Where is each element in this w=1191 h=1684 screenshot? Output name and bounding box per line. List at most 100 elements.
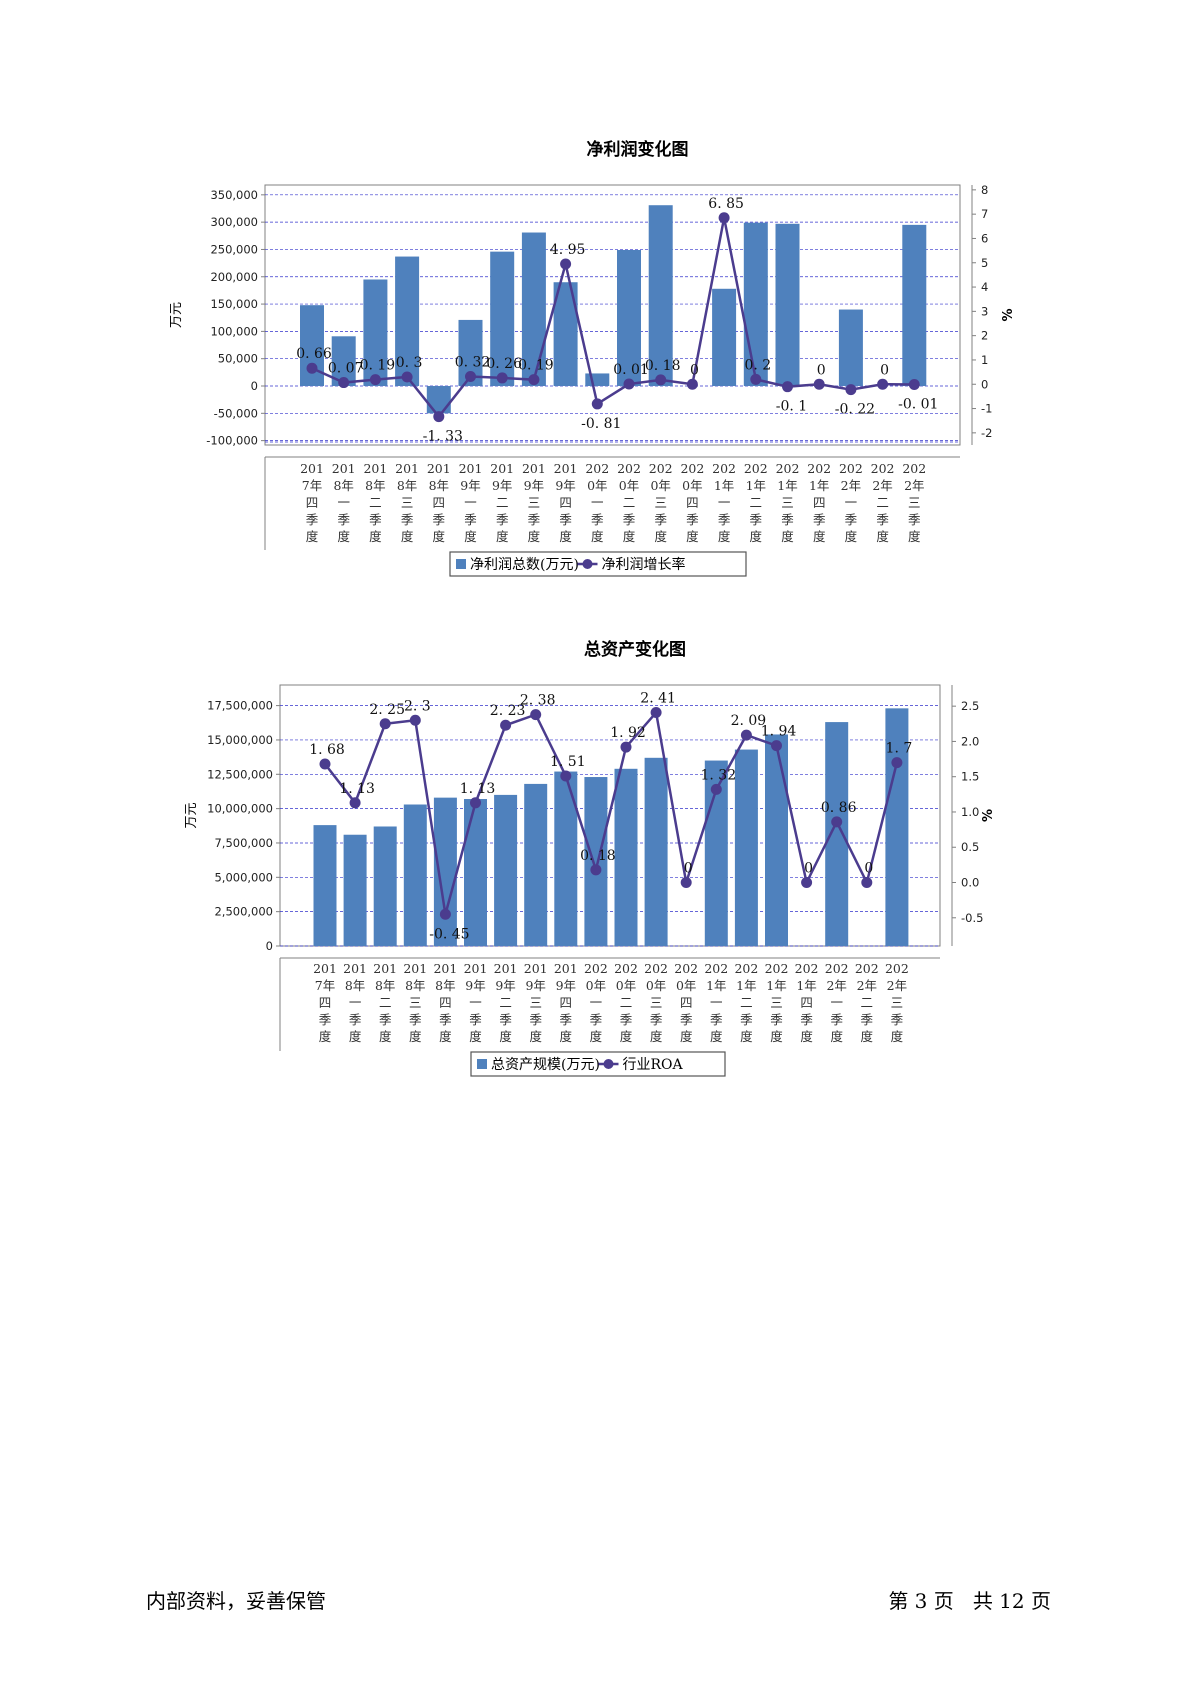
point-label: -0. 45: [429, 926, 469, 942]
bar: [648, 205, 673, 387]
y2-tick-label: 5: [981, 256, 988, 270]
legend: 总资产规模(万元) 行业ROA: [470, 1051, 726, 1077]
legend-line-label: 净利润增长率: [602, 556, 686, 573]
y2-tick-label: -0.5: [961, 911, 983, 925]
x-tick-label: 201 8年一季度: [332, 461, 356, 544]
y2-tick-label: 1.0: [961, 805, 979, 819]
line-point: [650, 707, 662, 719]
y2-tick-label: -2: [981, 426, 992, 440]
line-point: [710, 783, 722, 795]
line-point: [590, 864, 602, 876]
y-tick-label: 150,000: [210, 297, 258, 311]
total-assets-chart: 总资产变化图 17,500,000 15,000,000 12,500,000 10,0…: [184, 639, 996, 1077]
point-label: 2. 3: [404, 698, 431, 714]
y-axis-label: 万元: [169, 302, 184, 328]
x-tick-label: 201 9年二季度: [490, 461, 514, 544]
bar: [765, 734, 788, 946]
chart-title: 总资产变化图: [584, 639, 686, 660]
line-point: [528, 374, 540, 386]
x-tick-label: 201 9年一季度: [459, 461, 483, 544]
line-point: [740, 729, 752, 741]
y2-tick-label: 1: [981, 353, 988, 367]
line-point: [845, 384, 857, 396]
line-point: [496, 372, 508, 384]
bar: [554, 771, 578, 946]
bar: [373, 826, 397, 946]
legend-box: [449, 551, 747, 577]
line-point: [409, 714, 421, 726]
bar: [524, 783, 548, 946]
x-tick-label: 202 0年三季度: [649, 461, 673, 544]
y2-tick-label: 2.5: [961, 699, 979, 713]
legend-bar-label: 净利润总数(万元): [470, 557, 579, 573]
x-tick-label: 202 0年一季度: [584, 961, 608, 1044]
footer-page-number: 第 3 页 共 12 页: [888, 1589, 1051, 1613]
footer-confidential-note: 内部资料，妥善保管: [146, 1589, 326, 1613]
point-label: 0. 18: [580, 848, 616, 864]
y-tick-label: -100,000: [206, 434, 258, 448]
y-tick-label: 10,000,000: [207, 802, 273, 816]
y-tick-label: 5,000,000: [214, 870, 273, 884]
bar: [885, 708, 909, 946]
point-label: 4. 95: [550, 242, 586, 258]
point-label: -0. 1: [776, 399, 807, 415]
bar: [584, 777, 608, 946]
point-label: 1. 51: [550, 754, 586, 770]
line-series: [324, 709, 899, 915]
x-tick-label: 202 1年二季度: [734, 961, 758, 1044]
legend-line-label: 行业ROA: [623, 1057, 684, 1073]
y2-tick-label: 3: [981, 304, 988, 318]
line-point: [877, 378, 889, 390]
net-profit-chart: 净利润变化图350,000300,000250,000200,000150,00…: [169, 139, 1016, 577]
x-tick-label: 202 1年三季度: [765, 961, 789, 1044]
bar: [902, 224, 927, 387]
point-label: 0. 2: [744, 357, 771, 373]
point-label: 0: [804, 861, 813, 877]
bar: [838, 309, 863, 387]
x-tick-label: 201 8年三季度: [403, 961, 427, 1044]
bar: [825, 722, 849, 946]
x-tick-label: 202 2年一季度: [825, 961, 849, 1044]
line-point: [401, 371, 413, 383]
x-tick-label: 202 2年二季度: [855, 961, 879, 1044]
x-tick-label: 202 1年二季度: [744, 461, 768, 544]
x-tick-label: 202 2年三季度: [885, 961, 909, 1044]
x-tick-label: 202 2年一季度: [839, 461, 863, 544]
x-tick-label: 202 1年一季度: [712, 461, 736, 544]
y2-tick-label: 2.0: [961, 734, 979, 748]
y-tick-label: 250,000: [210, 242, 258, 256]
x-tick-label: 202 1年四季度: [807, 461, 831, 544]
line-point: [379, 718, 391, 730]
line-point: [782, 381, 793, 393]
bar: [521, 232, 546, 387]
line-point: [369, 374, 381, 386]
line-point: [655, 374, 667, 386]
y2-tick-label: -1: [981, 402, 992, 416]
bar: [395, 256, 420, 387]
y2-axis-label: %: [981, 809, 996, 822]
line-point: [470, 797, 481, 809]
line-point: [718, 212, 730, 224]
y-axis-label: 万元: [184, 802, 199, 828]
bar: [617, 250, 641, 387]
y-tick-label: 350,000: [210, 188, 258, 202]
bar: [614, 768, 638, 946]
point-label: 1. 92: [610, 725, 646, 741]
line-point: [801, 877, 813, 889]
y-tick-label: 200,000: [210, 270, 258, 284]
x-tick-label: 201 8年四季度: [433, 961, 457, 1044]
line-point: [908, 378, 920, 390]
line-point: [560, 258, 572, 270]
y2-axis-label: %: [1001, 308, 1016, 321]
x-tick-label: 202 1年三季度: [776, 461, 800, 544]
legend-box: [470, 1051, 726, 1077]
point-label: 2. 23: [490, 703, 526, 719]
bar: [433, 797, 457, 946]
line-point: [750, 373, 762, 385]
chart-title: 净利润变化图: [587, 139, 689, 160]
bar: [313, 825, 337, 946]
y2-tick-label: 0: [981, 377, 988, 391]
line-point: [680, 877, 692, 889]
point-label: 2. 41: [640, 691, 676, 707]
x-tick-label: 201 9年一季度: [464, 961, 488, 1044]
